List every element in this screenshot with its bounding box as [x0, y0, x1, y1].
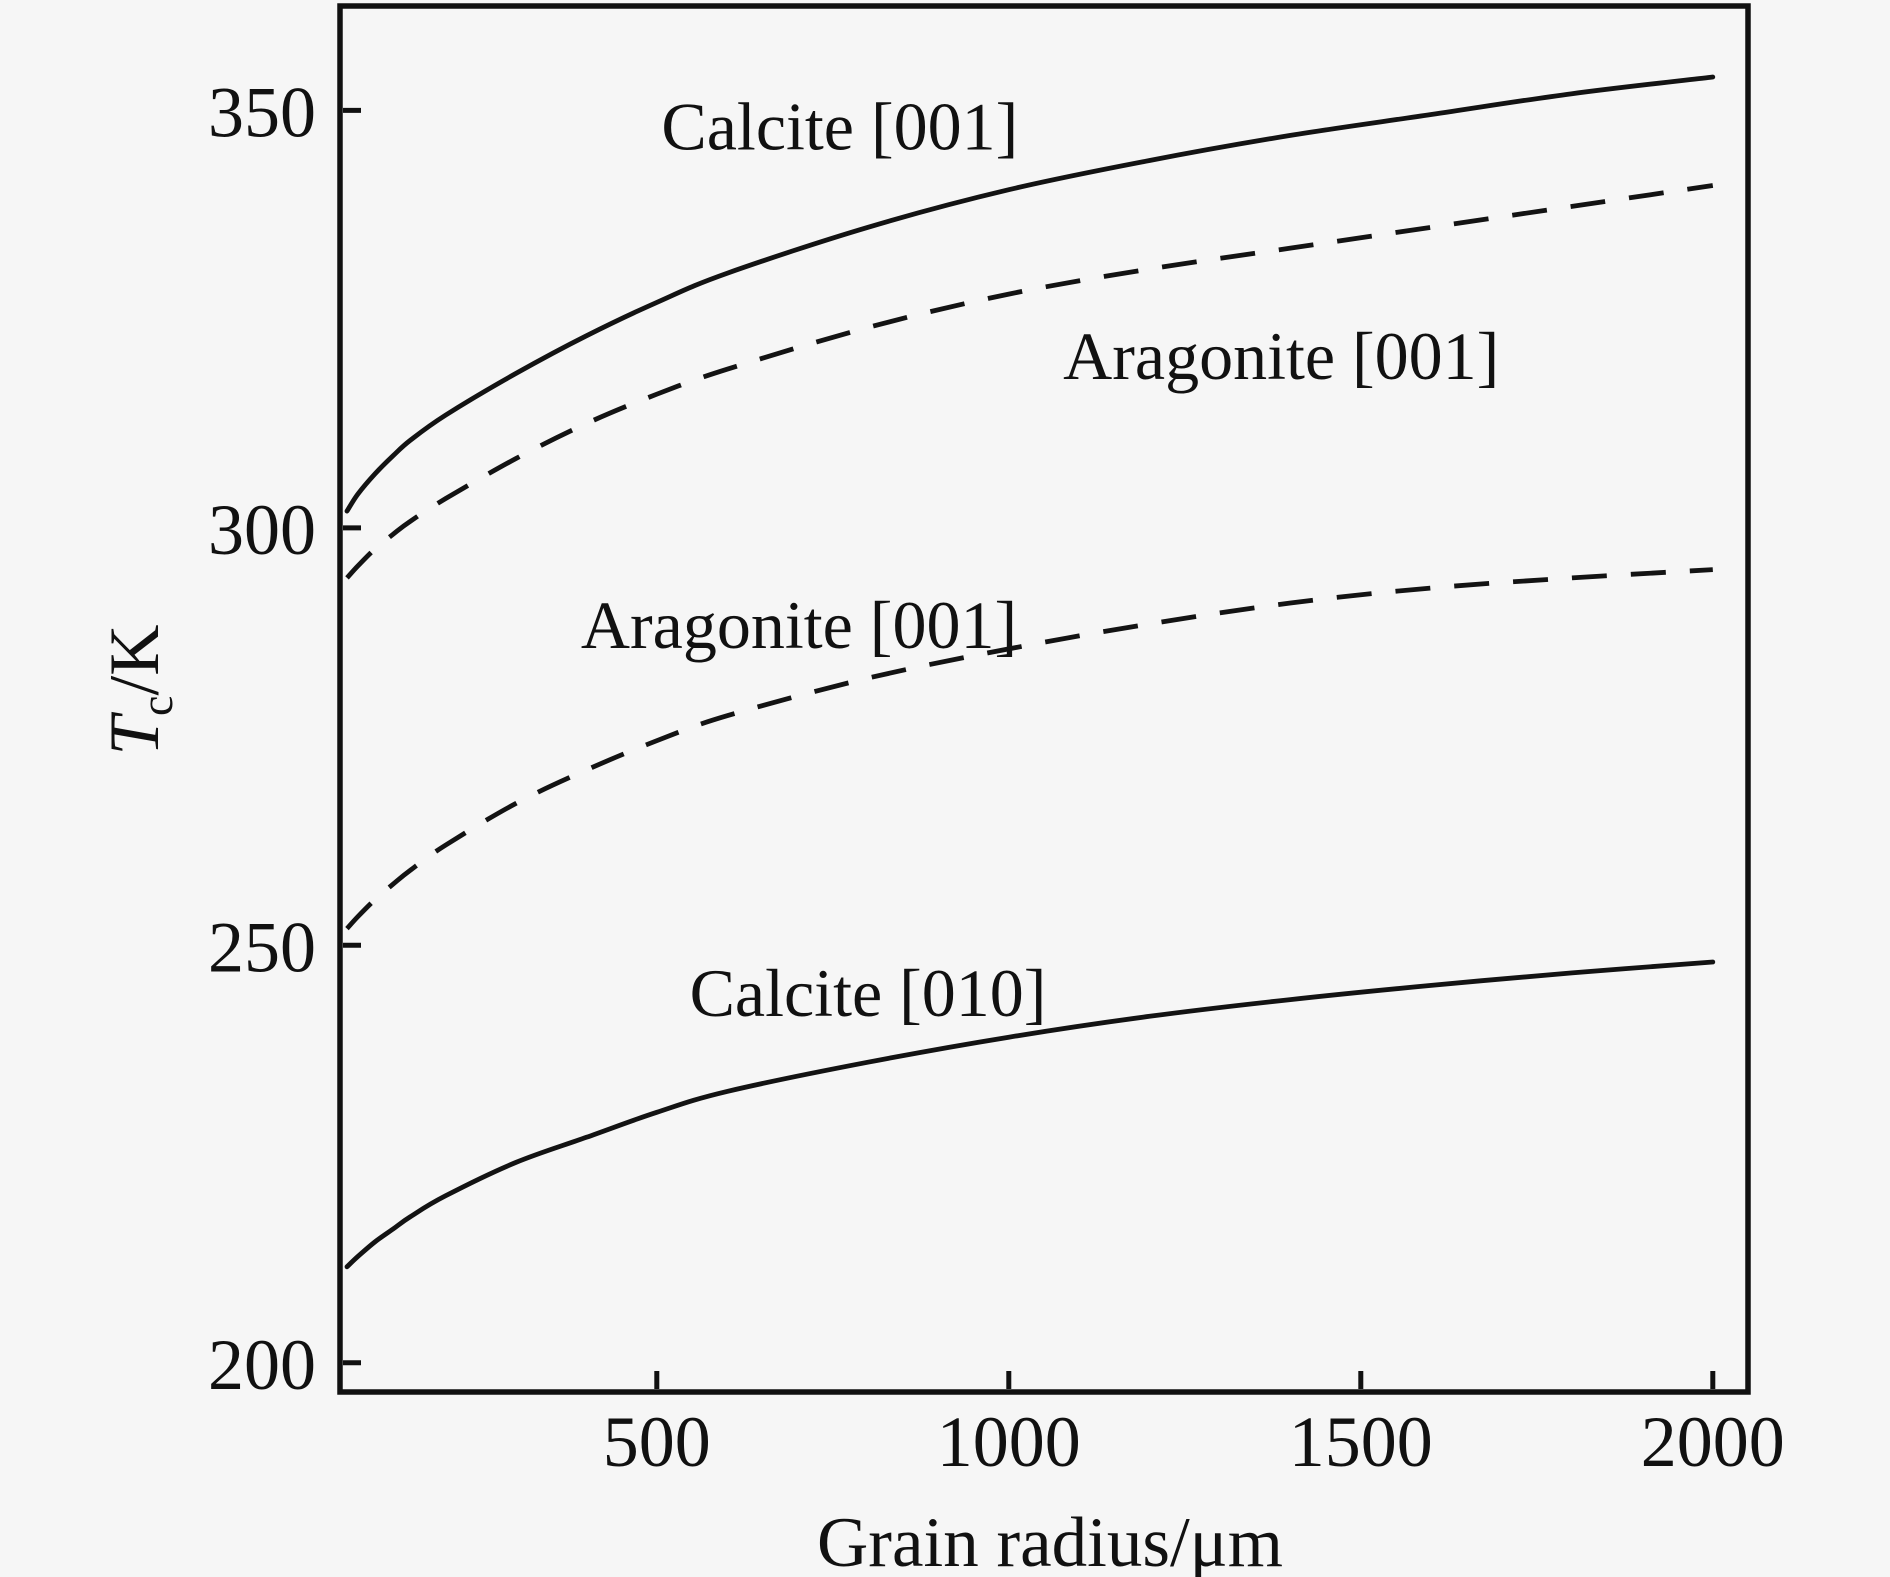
series-line-calcite-010 — [344, 959, 1716, 1270]
y-tick-label-350: 350 — [208, 72, 316, 152]
curve-label-calcite-001: Calcite [001] — [661, 88, 1018, 164]
plot-border — [337, 3, 1751, 1395]
x-tick-label-1500: 1500 — [1289, 1402, 1433, 1482]
series-line-aragonite-001-lower — [345, 567, 1713, 931]
x-axis-title: Grain radius/μm — [817, 1504, 1283, 1577]
x-tick-label-1000: 1000 — [937, 1402, 1081, 1482]
series-line-calcite-001 — [344, 74, 1716, 514]
y-tick-label-250: 250 — [208, 907, 316, 987]
series-line-aragonite-001-upper — [345, 183, 1714, 580]
x-tick-label-500: 500 — [603, 1402, 711, 1482]
x-tick-label-2000: 2000 — [1641, 1402, 1785, 1482]
curve-label-calcite-010: Calcite [010] — [690, 955, 1047, 1031]
y-tick-label-200: 200 — [208, 1325, 316, 1405]
curve-label-aragonite-001-lower: Aragonite [001] — [581, 587, 1017, 663]
data-series — [344, 74, 1716, 1270]
y-axis-title: Tc/K — [96, 625, 182, 756]
axis-ticks: 500 1000 1500 2000 200 250 300 350 — [208, 72, 1785, 1482]
curve-labels: Calcite [001] Aragonite [001] Aragonite [0… — [581, 88, 1499, 1031]
curve-label-aragonite-001-upper: Aragonite [001] — [1063, 318, 1499, 394]
y-tick-label-300: 300 — [208, 490, 316, 570]
